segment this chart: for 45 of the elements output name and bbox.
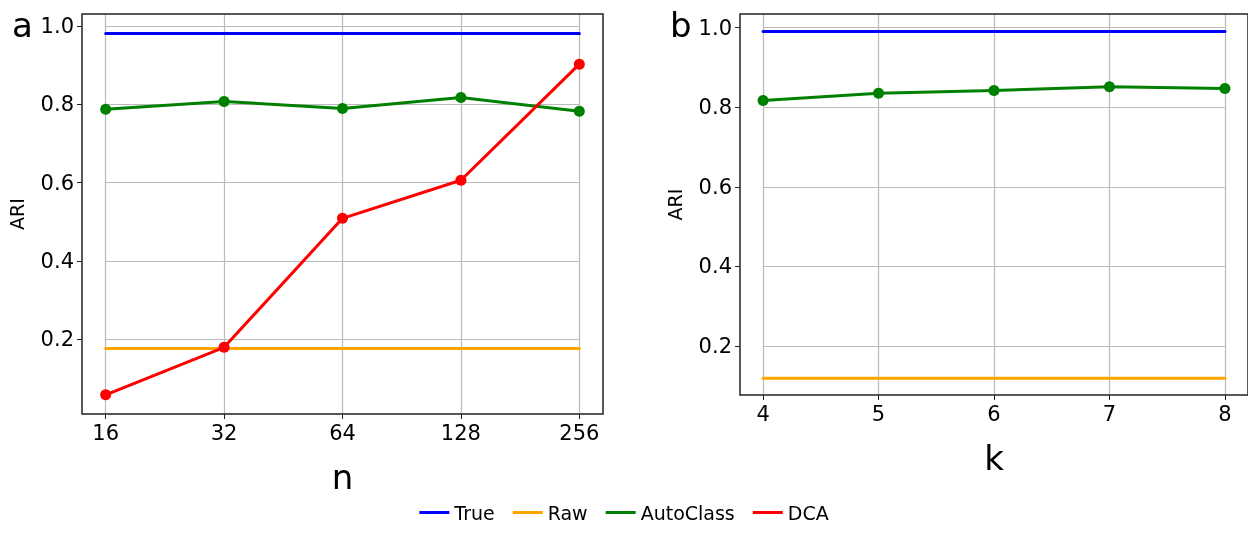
point bbox=[455, 174, 467, 186]
point bbox=[218, 341, 230, 353]
y-tick-label: 1.0 bbox=[40, 13, 74, 38]
x-axis-title: n bbox=[331, 457, 354, 497]
legend-label: Raw bbox=[547, 501, 588, 524]
text: b bbox=[670, 5, 692, 45]
x-tick-label: 7 bbox=[1102, 401, 1117, 426]
y-tick-label: 0.8 bbox=[40, 92, 74, 117]
point bbox=[1103, 81, 1115, 93]
x-tick-label: 128 bbox=[440, 420, 481, 445]
y-tick-label: 0.4 bbox=[40, 249, 74, 274]
x-tick-label: 8 bbox=[1218, 401, 1232, 426]
point bbox=[100, 103, 112, 115]
x-tick-label: 6 bbox=[987, 401, 1001, 426]
x-tick-label: 256 bbox=[559, 420, 600, 445]
point bbox=[100, 389, 112, 401]
y-axis-title: ARI bbox=[663, 188, 686, 221]
point bbox=[573, 58, 585, 70]
y-axis-title: ARI bbox=[5, 198, 28, 230]
legend-label: DCA bbox=[787, 501, 829, 524]
x-tick-label: 64 bbox=[329, 420, 356, 445]
text: a bbox=[12, 5, 33, 45]
y-tick-label: 0.2 bbox=[40, 327, 74, 352]
legend-label: AutoClass bbox=[640, 501, 735, 524]
y-tick-label: 1.0 bbox=[698, 15, 732, 40]
point bbox=[757, 94, 769, 106]
y-tick-label: 0.2 bbox=[698, 334, 732, 359]
point bbox=[337, 212, 348, 224]
y-tick-label: 0.6 bbox=[40, 170, 74, 195]
point bbox=[455, 92, 467, 104]
x-tick-label: 32 bbox=[210, 420, 238, 445]
point bbox=[1219, 82, 1231, 94]
point bbox=[873, 87, 885, 99]
point bbox=[337, 103, 348, 115]
x-tick-label: 4 bbox=[756, 401, 770, 426]
legend-label: True bbox=[453, 501, 495, 524]
y-tick-label: 0.6 bbox=[698, 174, 732, 199]
x-tick-label: 5 bbox=[871, 401, 886, 426]
point bbox=[988, 84, 1000, 96]
point bbox=[218, 95, 230, 107]
x-axis-title: k bbox=[984, 438, 1005, 478]
x-tick-label: 16 bbox=[92, 420, 120, 445]
y-tick-label: 0.4 bbox=[698, 254, 732, 279]
y-tick-label: 0.8 bbox=[698, 95, 732, 120]
point bbox=[573, 105, 585, 117]
